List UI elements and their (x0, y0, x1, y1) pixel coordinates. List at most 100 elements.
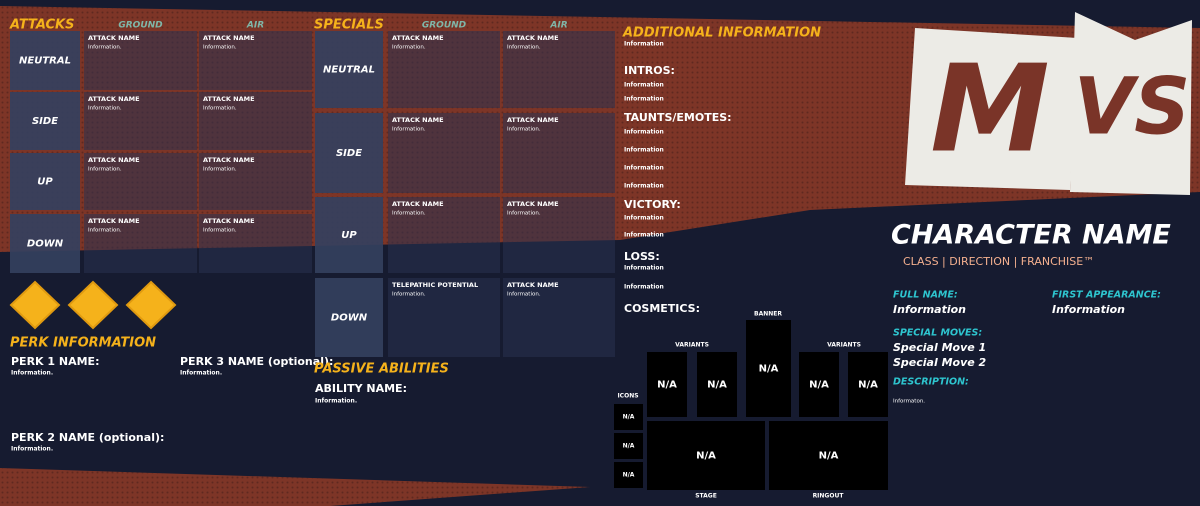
perk-diamond (67, 280, 119, 330)
special-move: Special Move 2 (893, 356, 987, 369)
move-name: ATTACK NAME (203, 95, 255, 103)
info-text: Information (624, 265, 664, 272)
info-text: Information (624, 147, 664, 154)
section-heading: LOSS: (624, 250, 660, 263)
move-info: Information. (507, 45, 541, 51)
move-name: ATTACK NAME (203, 34, 255, 42)
ability-name: ABILITY NAME: (315, 382, 407, 395)
cosmetic-value: N/A (707, 380, 727, 391)
field-label: FULL NAME: (893, 290, 958, 301)
column-header: GROUND (422, 21, 467, 31)
cosmetic-label: RINGOUT (813, 493, 845, 500)
move-name: ATTACK NAME (507, 281, 559, 289)
move-info: Information. (392, 211, 426, 217)
move-info: Information. (88, 228, 122, 234)
move-cell (388, 31, 500, 108)
row-label-cell (315, 197, 383, 273)
perk-info: Information. (11, 446, 53, 453)
move-cell (199, 92, 312, 150)
move-cell (199, 214, 312, 273)
move-name: ATTACK NAME (392, 200, 444, 208)
section-heading: VICTORY: (624, 198, 681, 211)
row-label-cell (10, 153, 80, 210)
move-cell (84, 92, 197, 150)
move-name: ATTACK NAME (88, 95, 140, 103)
info-text: Information (624, 165, 664, 172)
move-cell (388, 197, 500, 273)
move-cell (84, 153, 197, 210)
cosmetic-label: VARIANTS (675, 342, 709, 349)
cosmetic-box (746, 320, 791, 417)
cosmetic-box (799, 352, 839, 417)
cosmetic-value: N/A (623, 472, 635, 479)
logo-letter: M (930, 41, 1049, 180)
row-label: UP (341, 230, 357, 241)
info-text: Information (624, 215, 664, 222)
move-info: Information. (203, 228, 237, 234)
info-text: Information (624, 183, 664, 190)
move-info: Information. (507, 127, 541, 133)
character-subtitle: CLASS | DIRECTION | FRANCHISE™ (903, 255, 1094, 268)
red-wedge (0, 468, 590, 506)
move-name: ATTACK NAME (88, 34, 140, 42)
character-name: CHARACTER NAME (891, 220, 1171, 251)
move-info: Information. (392, 45, 426, 51)
section-title: SPECIALS (314, 18, 384, 33)
cosmetic-value: N/A (657, 380, 677, 391)
move-name: ATTACK NAME (507, 34, 559, 42)
cosmetic-box (769, 421, 888, 490)
move-cell (503, 113, 615, 193)
row-label: NEUTRAL (19, 56, 71, 67)
logo-plate (1070, 12, 1192, 195)
move-cell (503, 31, 615, 108)
move-info: Information. (88, 45, 122, 51)
move-info: Information. (203, 167, 237, 173)
move-name: ATTACK NAME (507, 116, 559, 124)
row-label: SIDE (336, 148, 362, 159)
row-label-cell (315, 31, 383, 108)
field-value: Information (893, 303, 966, 316)
cosmetic-box (697, 352, 737, 417)
column-header: AIR (549, 21, 567, 31)
cosmetic-box (614, 462, 643, 488)
cosmetic-value: N/A (696, 451, 716, 462)
row-label-cell (315, 278, 383, 357)
move-name: ATTACK NAME (203, 156, 255, 164)
move-info: Information. (203, 45, 237, 51)
row-label-cell (10, 214, 80, 273)
row-label: UP (37, 177, 53, 188)
info-text: Information (624, 82, 664, 89)
move-name: ATTACK NAME (392, 34, 444, 42)
info-text: Information (624, 96, 664, 103)
info-text: Information (624, 284, 664, 291)
section-title: ADDITIONAL INFORMATION (622, 26, 821, 41)
cosmetic-box (614, 404, 643, 430)
row-label: SIDE (32, 116, 58, 127)
section-heading: INTROS: (624, 64, 675, 77)
move-name: ATTACK NAME (88, 156, 140, 164)
cosmetic-label: VARIANTS (827, 342, 861, 349)
move-info: Information. (507, 211, 541, 217)
cosmetic-label: ICONS (617, 393, 638, 400)
move-name: ATTACK NAME (507, 200, 559, 208)
info-text: Information (624, 232, 664, 239)
cosmetic-box (848, 352, 888, 417)
info-text: Information (624, 129, 664, 136)
perk-name: PERK 2 NAME (optional): (11, 431, 164, 444)
move-info: Information. (392, 127, 426, 133)
row-label: DOWN (27, 239, 64, 250)
info-text: Information (624, 41, 664, 48)
move-cell (84, 31, 197, 90)
move-cell (503, 278, 615, 357)
section-title: PERK INFORMATION (10, 336, 156, 351)
field-value: Information (1052, 303, 1125, 316)
cosmetic-value: N/A (759, 364, 779, 375)
move-cell (199, 31, 312, 90)
cosmetic-value: N/A (809, 380, 829, 391)
column-header: AIR (246, 21, 264, 31)
field-label: FIRST APPEARANCE: (1052, 290, 1161, 301)
move-info: Information. (203, 106, 237, 112)
cosmetic-box (647, 421, 765, 490)
field-label: SPECIAL MOVES: (893, 328, 982, 339)
section-heading: COSMETICS: (624, 302, 700, 315)
